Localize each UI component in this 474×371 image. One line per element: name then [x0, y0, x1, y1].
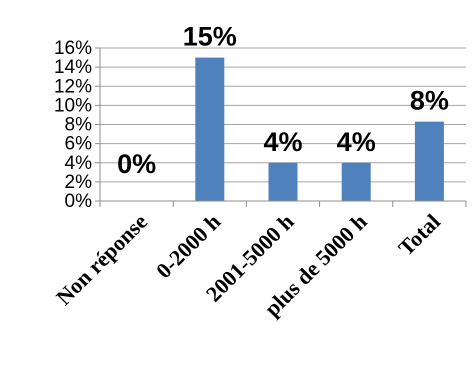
- bar: [195, 57, 225, 201]
- y-tick-label: 6%: [65, 134, 93, 155]
- data-label: 4%: [337, 127, 376, 157]
- category-label: Total: [393, 209, 445, 261]
- y-tick-label: 14%: [54, 57, 92, 78]
- y-axis: 0%2%4%6%8%10%12%14%16%: [54, 38, 101, 212]
- data-label: 8%: [410, 86, 449, 116]
- bar: [341, 162, 371, 201]
- bar: [414, 121, 444, 201]
- y-tick-label: 16%: [54, 38, 92, 59]
- y-tick-label: 12%: [54, 76, 92, 97]
- bar: [268, 162, 298, 201]
- y-tick-label: 2%: [65, 172, 93, 193]
- y-tick-label: 10%: [54, 95, 92, 116]
- data-label: 0%: [117, 149, 156, 179]
- data-label: 4%: [263, 127, 302, 157]
- category-label: 0-2000 h: [151, 209, 225, 283]
- bars: [195, 57, 444, 201]
- data-label: 15%: [183, 22, 237, 52]
- data-labels: 0% 15% 4% 4% 8%: [117, 22, 449, 179]
- y-tick-label: 0%: [65, 191, 93, 212]
- y-tick-label: 8%: [65, 115, 93, 136]
- y-tick-label: 4%: [65, 153, 93, 174]
- category-label: Non réponse: [51, 209, 152, 310]
- gridlines: [100, 47, 466, 183]
